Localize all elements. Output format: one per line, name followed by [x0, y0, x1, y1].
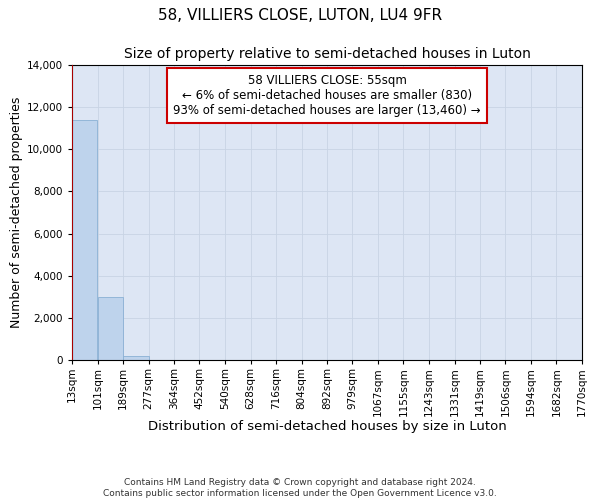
Text: 58 VILLIERS CLOSE: 55sqm
← 6% of semi-detached houses are smaller (830)
93% of s: 58 VILLIERS CLOSE: 55sqm ← 6% of semi-de…	[173, 74, 481, 117]
Y-axis label: Number of semi-detached properties: Number of semi-detached properties	[10, 97, 23, 328]
Bar	[123, 356, 149, 360]
Title: Size of property relative to semi-detached houses in Luton: Size of property relative to semi-detach…	[124, 47, 530, 61]
X-axis label: Distribution of semi-detached houses by size in Luton: Distribution of semi-detached houses by …	[148, 420, 506, 433]
Text: Contains HM Land Registry data © Crown copyright and database right 2024.
Contai: Contains HM Land Registry data © Crown c…	[103, 478, 497, 498]
Bar	[98, 297, 123, 360]
Text: 58, VILLIERS CLOSE, LUTON, LU4 9FR: 58, VILLIERS CLOSE, LUTON, LU4 9FR	[158, 8, 442, 22]
Bar	[72, 120, 97, 360]
